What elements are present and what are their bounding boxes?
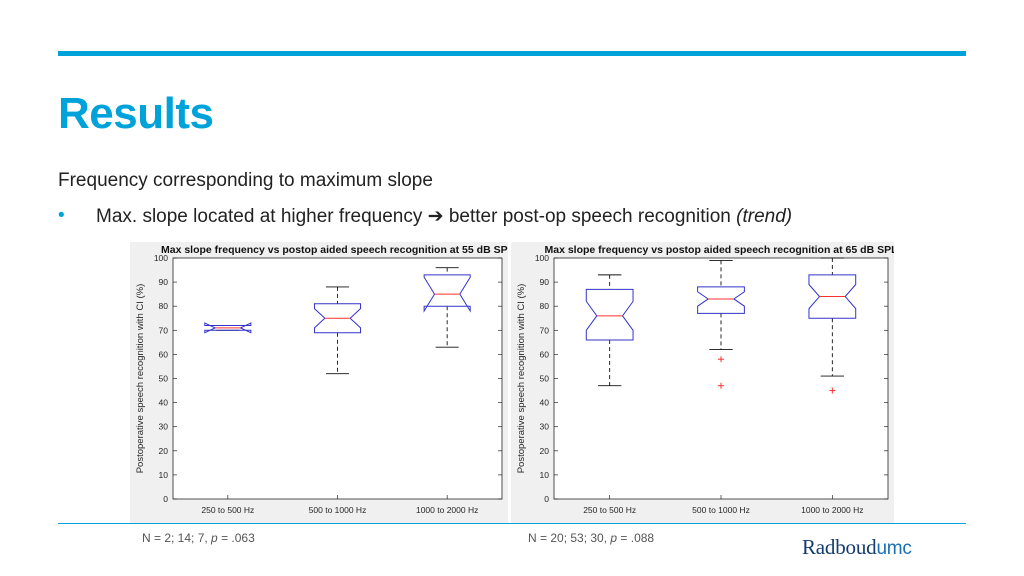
- boxplot-65db: Max slope frequency vs postop aided spee…: [516, 244, 898, 515]
- plot-area: [553, 257, 889, 500]
- chart-panel-55db: Max slope frequency vs postop aided spee…: [130, 242, 515, 524]
- y-tick-label: 100: [154, 253, 168, 263]
- y-tick-label: 20: [540, 446, 550, 456]
- bottom-divider: [58, 523, 966, 524]
- notched-box: [697, 286, 745, 314]
- bullet-tail: better post-op speech recognition: [448, 206, 731, 227]
- y-tick-label: 90: [540, 277, 550, 287]
- y-tick-label: 30: [540, 422, 550, 432]
- y-tick-label: 90: [159, 277, 169, 287]
- notched-box: [585, 288, 634, 341]
- bullet-line: Max. slope located at higher frequency ➔…: [96, 205, 792, 228]
- slide-subtitle: Frequency corresponding to maximum slope: [58, 170, 433, 191]
- y-tick-label: 100: [535, 253, 549, 263]
- y-tick-label: 0: [544, 494, 549, 504]
- plot-area: [172, 257, 503, 500]
- y-axis-label: Postoperative speech recognition with CI…: [135, 284, 146, 474]
- y-tick-label: 80: [159, 301, 169, 311]
- note-prefix: N = 2; 14; 7,: [142, 531, 212, 545]
- bullet-dot: •: [58, 205, 65, 226]
- x-tick-label: 1000 to 2000 Hz: [416, 505, 478, 515]
- x-tick-label: 1000 to 2000 Hz: [801, 505, 863, 515]
- note-p: p: [610, 531, 618, 545]
- chart-title: Max slope frequency vs postop aided spee…: [161, 244, 508, 256]
- note-suffix: = .088: [617, 531, 655, 545]
- logo-suffix: umc: [876, 538, 912, 559]
- chart-title: Max slope frequency vs postop aided spee…: [544, 244, 894, 256]
- y-tick-label: 80: [540, 301, 550, 311]
- y-tick-label: 40: [540, 398, 550, 408]
- boxplot-55db: Max slope frequency vs postop aided spee…: [135, 244, 515, 515]
- y-tick-label: 40: [159, 398, 169, 408]
- y-axis-label: Postoperative speech recognition with CI…: [516, 284, 527, 474]
- note-suffix: = .063: [217, 531, 255, 545]
- note-prefix: N = 20; 53; 30,: [528, 531, 611, 545]
- notched-box: [313, 303, 362, 334]
- y-tick-label: 60: [159, 349, 169, 359]
- y-tick-label: 50: [159, 374, 169, 384]
- slide-title: Results: [58, 89, 214, 138]
- y-tick-label: 10: [540, 470, 550, 480]
- x-tick-label: 500 to 1000 Hz: [692, 505, 750, 515]
- y-tick-label: 0: [163, 494, 168, 504]
- logo-main: Radboud: [802, 535, 877, 559]
- note-p: p: [211, 531, 218, 545]
- y-tick-label: 60: [540, 349, 550, 359]
- y-tick-label: 70: [159, 325, 169, 335]
- bullet-text: Max. slope located at higher frequency: [96, 206, 423, 227]
- bullet-trend: (trend): [736, 206, 793, 227]
- y-tick-label: 10: [159, 470, 169, 480]
- notched-box: [808, 274, 857, 319]
- top-accent-bar: [58, 51, 966, 56]
- radboudumc-logo: Radboudumc: [802, 535, 912, 560]
- bullet-point: • Max. slope located at higher frequency…: [58, 205, 792, 228]
- arrow-right-icon: ➔: [427, 206, 444, 227]
- y-tick-label: 20: [159, 446, 169, 456]
- x-tick-label: 250 to 500 Hz: [583, 505, 636, 515]
- y-tick-label: 30: [159, 422, 169, 432]
- x-tick-label: 250 to 500 Hz: [201, 505, 254, 515]
- notched-box: [423, 274, 471, 313]
- x-tick-label: 500 to 1000 Hz: [309, 505, 367, 515]
- chart-panel-65db: Max slope frequency vs postop aided spee…: [511, 242, 898, 524]
- sample-note-55db: N = 2; 14; 7, p = .063: [142, 531, 255, 545]
- y-tick-label: 50: [540, 374, 550, 384]
- notched-box: [204, 322, 252, 334]
- sample-note-65db: N = 20; 53; 30, p = .088: [528, 531, 654, 545]
- y-tick-label: 70: [540, 325, 550, 335]
